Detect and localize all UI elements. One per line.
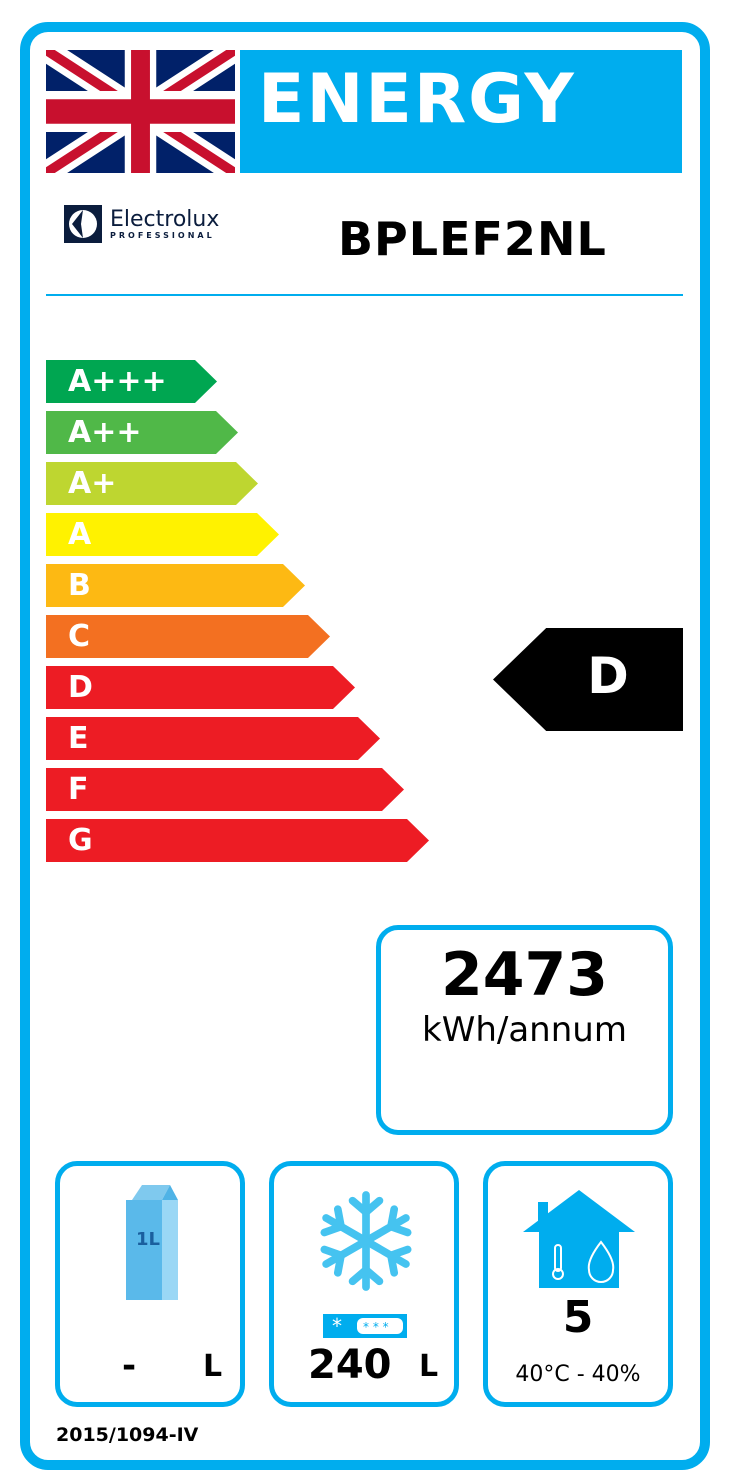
divider bbox=[46, 294, 683, 296]
snowflake-icon bbox=[318, 1191, 414, 1294]
svg-text:* * *: * * * bbox=[363, 1320, 389, 1334]
brand-name: Electrolux bbox=[110, 206, 220, 232]
fresh-volume-unit: L bbox=[203, 1349, 223, 1384]
climate-class-box: 5 40°C - 40% bbox=[483, 1161, 673, 1407]
label-frame bbox=[20, 22, 710, 1470]
consumption-box: 2473 kWh/annum bbox=[376, 925, 673, 1135]
four-star-freezer-icon: * * * * bbox=[323, 1314, 407, 1338]
energy-title: ENERGY bbox=[240, 50, 682, 173]
electrolux-logo-icon bbox=[64, 205, 102, 243]
scale-bar-a: A bbox=[46, 513, 279, 556]
milk-carton-icon: 1L bbox=[126, 1185, 178, 1300]
fresh-volume-value: - bbox=[122, 1346, 137, 1386]
climate-class-value: 5 bbox=[562, 1292, 594, 1343]
svg-text:*: * bbox=[332, 1314, 342, 1338]
frozen-volume-unit: L bbox=[419, 1349, 439, 1384]
scale-bar-d: D bbox=[46, 666, 355, 709]
consumption-value: 2473 bbox=[441, 940, 608, 1010]
house-climate-icon bbox=[523, 1190, 635, 1288]
scale-bar-c: C bbox=[46, 615, 330, 658]
uk-flag-icon bbox=[46, 50, 235, 173]
scale-bar-b: B bbox=[46, 564, 305, 607]
carton-label: 1L bbox=[136, 1229, 160, 1250]
climate-conditions: 40°C - 40% bbox=[515, 1362, 641, 1387]
scale-bar-aplus: A+ bbox=[46, 462, 258, 505]
model-number: BPLEF2NL bbox=[338, 212, 607, 266]
scale-bar-g: G bbox=[46, 819, 429, 862]
scale-bar-aplusplus: A++ bbox=[46, 411, 238, 454]
rating-value: D bbox=[587, 647, 629, 705]
frozen-volume-box: * * * * 240 L bbox=[269, 1161, 459, 1407]
regulation-reference: 2015/1094-IV bbox=[56, 1424, 199, 1446]
scale-bar-aplusplusplus: A+++ bbox=[46, 360, 217, 403]
frozen-volume-value: 240 bbox=[308, 1342, 392, 1388]
consumption-unit: kWh/annum bbox=[422, 1010, 627, 1050]
brand-logo: Electrolux PROFESSIONAL bbox=[64, 205, 219, 243]
scale-bar-e: E bbox=[46, 717, 380, 760]
brand-subtitle: PROFESSIONAL bbox=[110, 230, 215, 240]
scale-bar-f: F bbox=[46, 768, 404, 811]
fresh-volume-box: 1L - L bbox=[55, 1161, 245, 1407]
